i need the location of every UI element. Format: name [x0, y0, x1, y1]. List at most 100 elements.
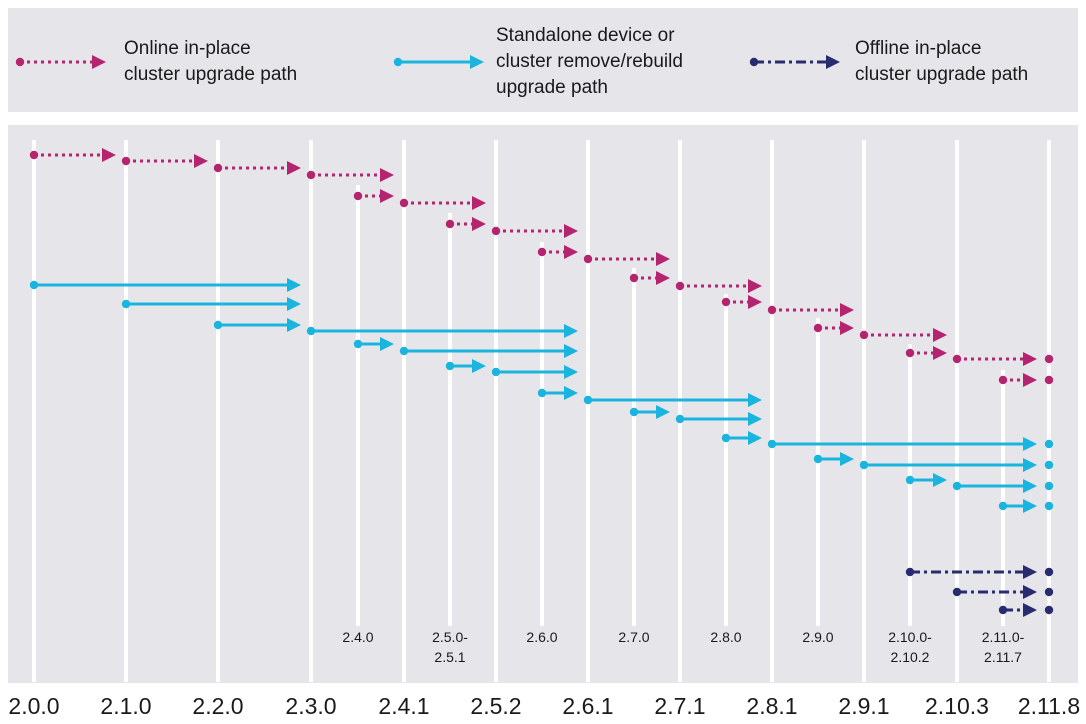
online-upgrade-arrow	[29, 148, 116, 162]
start-dot	[721, 297, 731, 307]
major-version-label: 2.2.0	[192, 693, 243, 719]
standalone-upgrade-arrow	[121, 297, 301, 311]
minor-version-label: 2.11.0-	[982, 629, 1025, 645]
standalone-upgrade-arrow	[675, 412, 762, 426]
arrow-head	[933, 473, 947, 487]
start-dot	[213, 320, 223, 330]
standalone-upgrade-arrow	[445, 359, 486, 373]
arrow-head	[656, 271, 670, 285]
start-dot	[813, 454, 823, 464]
standalone-paths	[29, 278, 1054, 513]
minor-version-label: 2.10.0-	[888, 629, 932, 645]
start-dot	[767, 439, 777, 449]
start-dot	[859, 330, 869, 340]
minor-version-label: 2.9.0	[802, 629, 833, 645]
start-dot	[583, 395, 593, 405]
online-upgrade-arrow	[491, 224, 578, 238]
online-upgrade-arrow	[583, 252, 670, 266]
start-dot	[952, 481, 962, 491]
standalone-upgrade-arrow	[721, 431, 762, 445]
end-dot	[1044, 375, 1054, 385]
major-version-label: 2.5.2	[470, 693, 521, 719]
start-dot	[813, 323, 823, 333]
start-dot	[306, 326, 316, 336]
start-dot	[905, 475, 915, 485]
arrow-head	[748, 393, 762, 407]
offline-upgrade-arrow	[905, 565, 1054, 579]
start-dot	[675, 414, 685, 424]
online-upgrade-arrow	[998, 373, 1054, 387]
standalone-upgrade-arrow	[399, 344, 578, 358]
arrow-head	[472, 196, 486, 210]
arrow-head	[840, 303, 854, 317]
major-version-label: 2.11.8	[1018, 693, 1080, 719]
standalone-upgrade-arrow	[767, 437, 1054, 451]
end-dot	[1044, 439, 1054, 449]
legend-offline-line-1: Offline in-place	[855, 38, 981, 59]
minor-version-label: 2.5.1	[434, 649, 465, 665]
major-version-label: 2.8.1	[746, 693, 797, 719]
start-dot	[445, 361, 455, 371]
standalone-upgrade-arrow	[29, 278, 301, 292]
arrow-head	[1023, 479, 1037, 493]
arrow-head	[656, 405, 670, 419]
online-paths	[29, 148, 1054, 387]
arrow-head	[102, 148, 116, 162]
minor-version-label: 2.5.0-	[432, 629, 468, 645]
arrow-head	[380, 337, 394, 351]
major-version-label: 2.10.3	[925, 693, 989, 719]
standalone-upgrade-arrow	[393, 55, 484, 69]
online-upgrade-arrow	[721, 295, 762, 309]
end-dot	[1044, 481, 1054, 491]
standalone-upgrade-arrow	[998, 499, 1054, 513]
start-dot	[491, 367, 501, 377]
arrow-head	[840, 452, 854, 466]
arrow-head	[564, 324, 578, 338]
start-dot	[998, 501, 1008, 511]
offline-upgrade-arrow	[749, 55, 840, 69]
legend-standalone-line-1: Standalone device or	[496, 25, 675, 46]
dotted-arrow-icon	[15, 55, 106, 69]
arrow-head	[826, 55, 840, 69]
online-upgrade-arrow	[213, 161, 301, 175]
arrow-head	[1023, 352, 1037, 366]
standalone-upgrade-arrow	[813, 452, 854, 466]
legend-offline-line-2: cluster upgrade path	[855, 64, 1028, 85]
legend-online: Online in-place cluster upgrade path	[15, 38, 297, 85]
online-upgrade-arrow	[537, 245, 578, 259]
start-dot	[767, 305, 777, 315]
start-dot	[399, 346, 409, 356]
legend-panel	[8, 8, 1078, 112]
arrow-head	[287, 161, 301, 175]
online-upgrade-arrow	[675, 279, 762, 293]
minor-version-label: 2.10.2	[891, 649, 930, 665]
offline-upgrade-arrow	[952, 585, 1054, 599]
major-version-label: 2.3.0	[285, 693, 336, 719]
start-dot	[353, 339, 363, 349]
arrow-head	[564, 365, 578, 379]
start-dot	[998, 605, 1008, 615]
standalone-upgrade-arrow	[306, 324, 578, 338]
standalone-upgrade-arrow	[353, 337, 394, 351]
online-upgrade-arrow	[952, 352, 1054, 366]
online-upgrade-arrow	[905, 346, 947, 360]
start-dot	[121, 156, 131, 166]
arrow-head	[564, 344, 578, 358]
arrow-head	[1023, 603, 1037, 617]
version-labels: 2.0.0 2.1.0 2.2.0 2.3.0 2.4.1 2.5.2 2.6.1 2.7.1…	[8, 629, 1080, 719]
start-dot	[15, 57, 25, 67]
end-dot	[1044, 354, 1054, 364]
legend-online-line-2: cluster upgrade path	[124, 64, 297, 85]
arrow-head	[472, 359, 486, 373]
standalone-upgrade-arrow	[952, 479, 1054, 493]
offline-paths	[905, 565, 1054, 617]
arrow-head	[287, 318, 301, 332]
legend-standalone-line-2: cluster remove/rebuild	[496, 51, 683, 72]
start-dot	[537, 247, 547, 257]
start-dot	[29, 150, 39, 160]
minor-version-label: 2.8.0	[710, 629, 741, 645]
end-dot	[1044, 460, 1054, 470]
arrow-head	[748, 279, 762, 293]
start-dot	[998, 375, 1008, 385]
arrow-head	[748, 431, 762, 445]
